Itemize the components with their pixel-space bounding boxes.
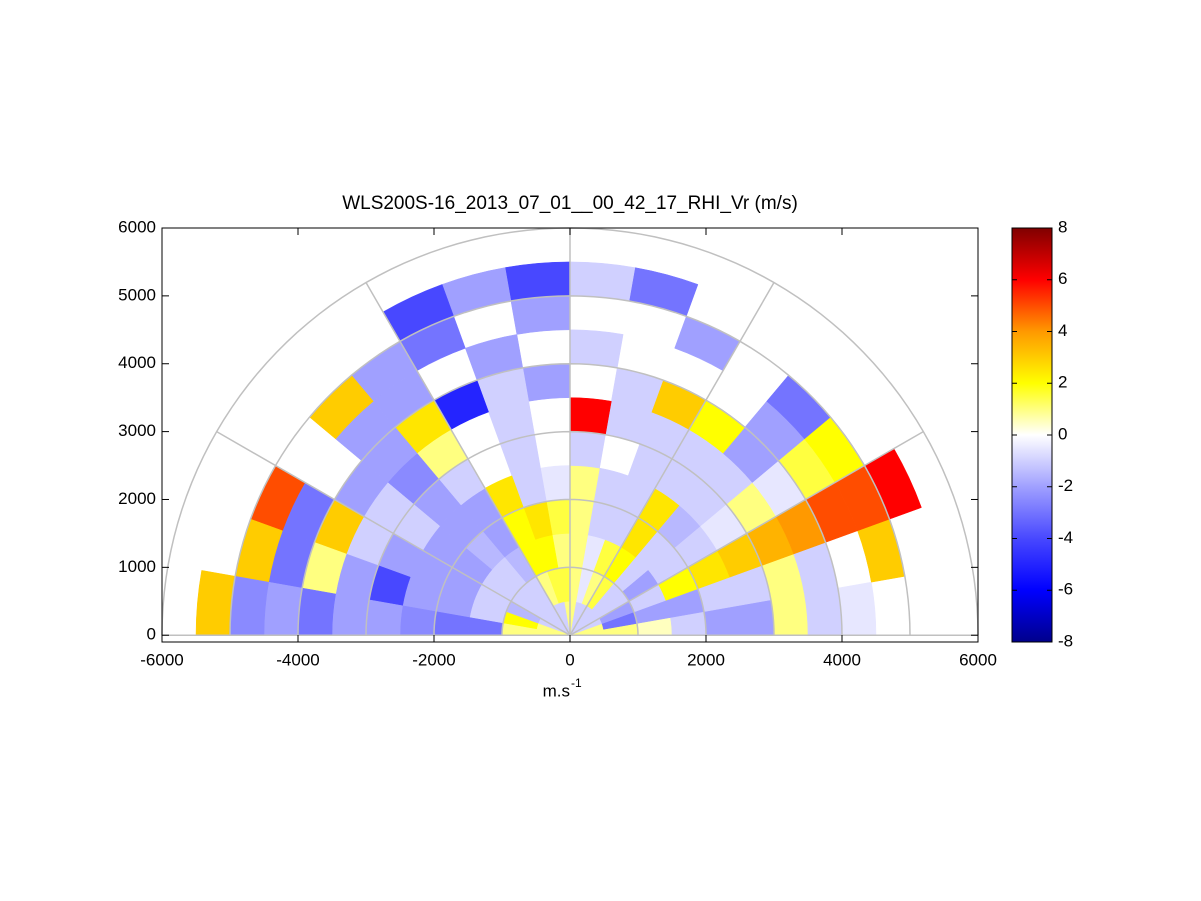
velocity-cell	[510, 295, 571, 335]
velocity-cell	[569, 431, 606, 469]
x-tick-label: 2000	[687, 650, 725, 669]
colorbar-tick-label: 2	[1058, 373, 1067, 392]
colorbar-tick-label: 6	[1058, 269, 1067, 288]
velocity-cell	[331, 593, 370, 636]
y-tick-label: 2000	[118, 489, 156, 508]
velocity-cell	[229, 575, 269, 636]
y-tick-label: 4000	[118, 353, 156, 372]
velocity-cell	[569, 397, 612, 435]
x-axis-label: m.s	[543, 681, 570, 700]
y-tick-label: 1000	[118, 557, 156, 576]
x-axis-label-superscript: -1	[571, 676, 582, 690]
x-tick-label: -2000	[412, 650, 455, 669]
angle-spoke	[569, 282, 775, 636]
angle-spoke	[569, 430, 924, 636]
velocity-cell	[365, 599, 403, 636]
velocity-cell	[195, 570, 236, 636]
velocity-cell	[804, 587, 843, 636]
colorbar-tick-label: 4	[1058, 321, 1067, 340]
x-tick-label: -6000	[140, 650, 183, 669]
colorbar-tick-label: -6	[1058, 580, 1073, 599]
angle-spoke	[216, 430, 571, 636]
velocity-cell	[569, 329, 624, 369]
velocity-cell	[297, 587, 336, 636]
angle-spoke	[365, 282, 571, 636]
x-tick-label: -4000	[276, 650, 319, 669]
y-tick-label: 3000	[118, 421, 156, 440]
velocity-cell	[837, 581, 877, 636]
velocity-cell	[522, 363, 571, 402]
velocity-cell	[737, 599, 775, 636]
colorbar-tick-label: 8	[1058, 217, 1067, 236]
colorbar	[1011, 227, 1053, 643]
y-tick-label: 0	[147, 625, 156, 644]
x-tick-label: 0	[565, 650, 574, 669]
colorbar-tick-label: -4	[1058, 528, 1073, 547]
colorbar-tick-label: -8	[1058, 631, 1073, 650]
y-tick-label: 5000	[118, 285, 156, 304]
colorbar-tick-label: 0	[1058, 424, 1067, 443]
velocity-cell	[263, 581, 303, 636]
x-tick-label: 6000	[959, 650, 997, 669]
velocity-cell	[770, 593, 809, 636]
velocity-cell	[569, 261, 636, 302]
colorbar-tick-label: -2	[1058, 476, 1073, 495]
x-tick-label: 4000	[823, 650, 861, 669]
chart-title: WLS200S-16_2013_07_01__00_42_17_RHI_Vr (…	[342, 193, 798, 214]
y-tick-label: 6000	[118, 217, 156, 236]
velocity-cell	[504, 261, 571, 302]
